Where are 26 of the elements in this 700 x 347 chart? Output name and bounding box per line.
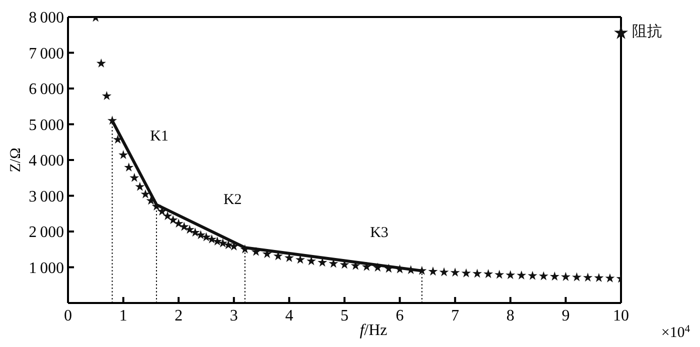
x-tick-label: 1 (119, 307, 128, 324)
legend-label: 阻抗 (632, 24, 662, 40)
y-tick-label: 1 000 (28, 260, 64, 277)
x-tick-label: 10 (613, 307, 629, 324)
y-tick-label: 3 000 (28, 188, 64, 206)
x-tick-label: 5 (340, 307, 348, 324)
y-tick-label: 2 000 (28, 224, 64, 242)
y-tick-label: 8 000 (28, 10, 64, 27)
x-axis-title: f/Hz (360, 322, 388, 339)
text: ×10$^{4}$ (661, 324, 691, 341)
x-tick-label: 4 (285, 307, 294, 324)
x-tick-label: 6 (396, 307, 404, 324)
y-tick-label: 6 000 (28, 81, 64, 98)
annotation: K3 (370, 225, 388, 242)
y-axis-title: Z/Ω (8, 148, 24, 172)
y-tick-label: 4 000 (28, 152, 64, 170)
x-tick-label: 8 (506, 307, 514, 324)
x-tick-label: 2 (174, 307, 183, 324)
y-tick-label: 7 000 (28, 45, 64, 62)
annotation: K1 (150, 128, 168, 145)
x-tick-label: 9 (562, 307, 570, 324)
x-tick-label: 3 (230, 307, 238, 324)
x-tick-label: 0 (64, 307, 72, 324)
x-tick-label: 7 (451, 307, 460, 324)
y-tick-label: 5 000 (28, 116, 64, 134)
annotation: K2 (223, 192, 242, 208)
